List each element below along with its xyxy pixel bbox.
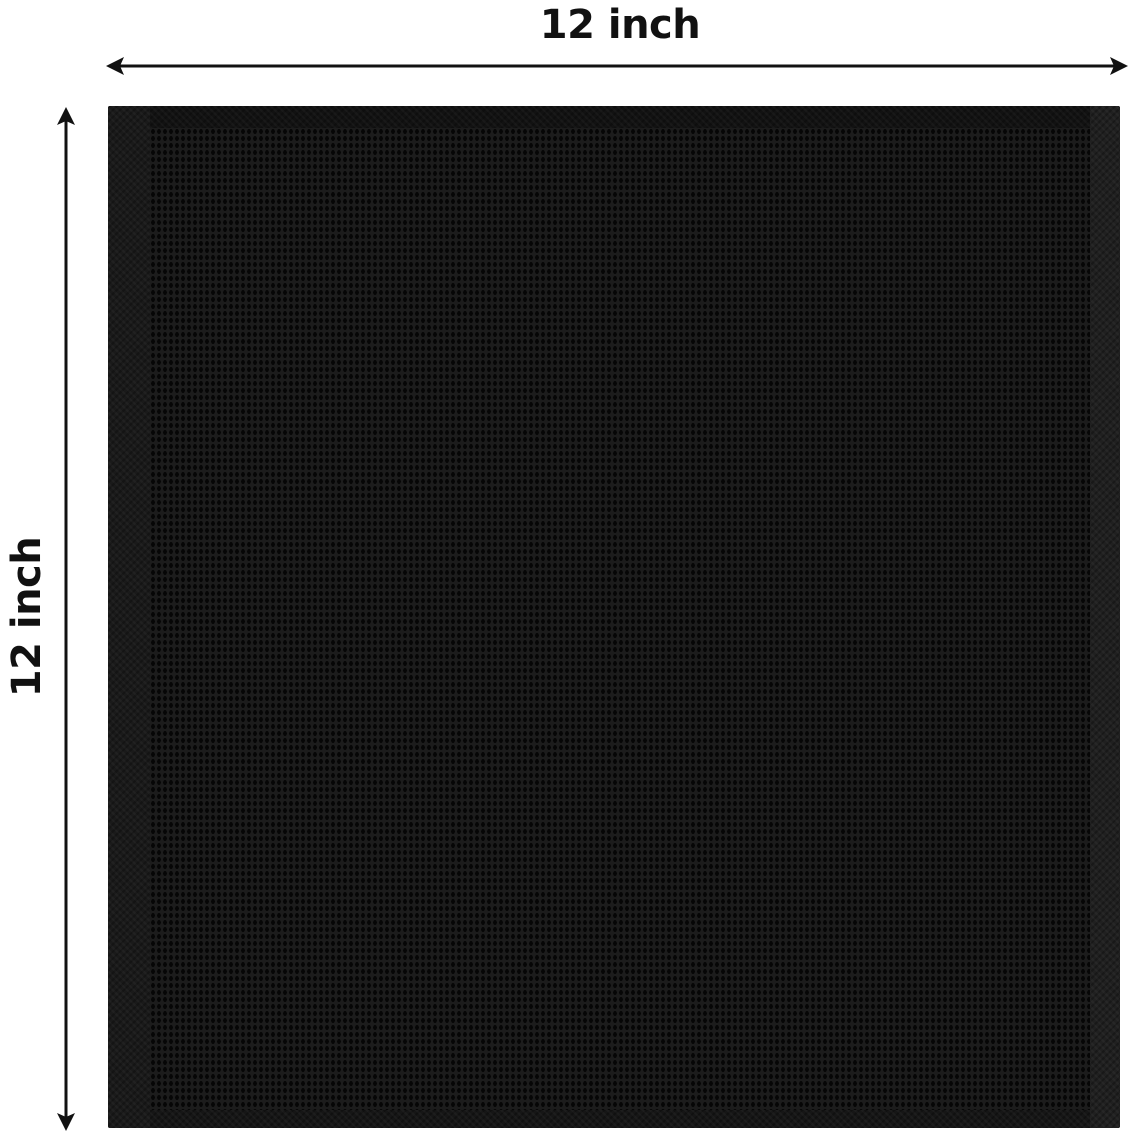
mesh-texture bbox=[150, 128, 1090, 1110]
left-hem bbox=[108, 106, 150, 1128]
width-arrow bbox=[106, 57, 1128, 75]
height-arrow bbox=[57, 107, 75, 1131]
right-hem bbox=[1090, 106, 1120, 1128]
width-label: 12 inch bbox=[539, 2, 701, 48]
top-hem bbox=[150, 106, 1090, 128]
mesh-cloth-image bbox=[108, 106, 1120, 1128]
bottom-hem bbox=[150, 1110, 1090, 1128]
